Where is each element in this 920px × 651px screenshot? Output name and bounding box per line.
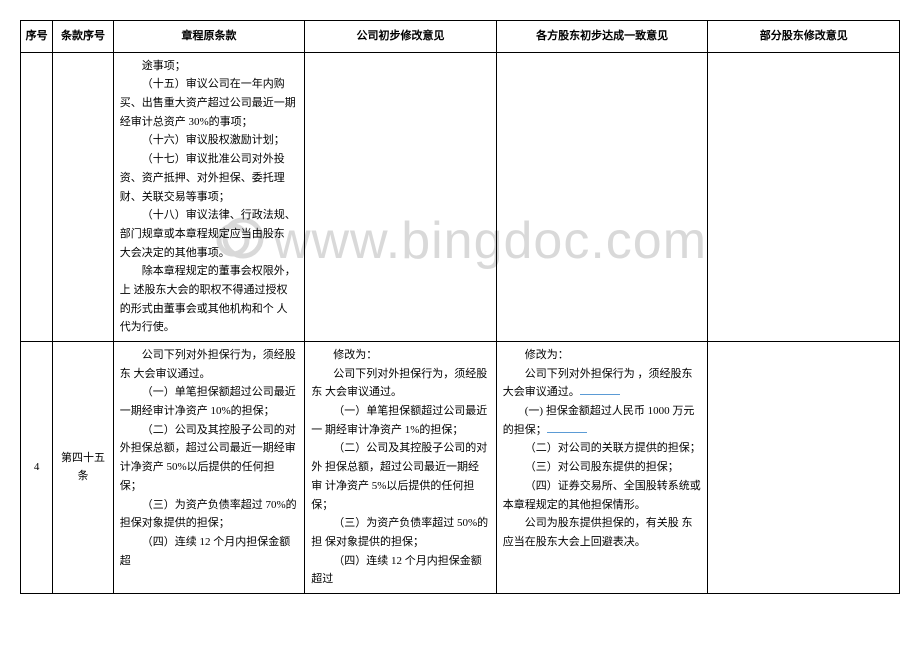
- header-company: 公司初步修改意见: [305, 21, 497, 53]
- cell-company: 修改为：公司下列对外担保行为，须经股东 大会审议通过。（一）单笔担保额超过公司最…: [305, 342, 497, 594]
- header-partial: 部分股东修改意见: [708, 21, 900, 53]
- table-header-row: 序号 条款序号 章程原条款 公司初步修改意见 各方股东初步达成一致意见 部分股东…: [21, 21, 900, 53]
- underline-gap: [547, 422, 587, 433]
- cell-article: [53, 52, 113, 341]
- cell-company: [305, 52, 497, 341]
- header-original: 章程原条款: [113, 21, 305, 53]
- cell-original: 途事项；（十五）审议公司在一年内购买、出售重大资产超过公司最近一期 经审计总资产…: [113, 52, 305, 341]
- cell-seq: [21, 52, 53, 341]
- cell-shareholders: 修改为：公司下列对外担保行为 ，须经股东大会审议通过。(一) 担保金额超过人民币…: [496, 342, 708, 594]
- underline-gap: [580, 384, 620, 395]
- header-article: 条款序号: [53, 21, 113, 53]
- cell-shareholders: [496, 52, 708, 341]
- table-row: 途事项；（十五）审议公司在一年内购买、出售重大资产超过公司最近一期 经审计总资产…: [21, 52, 900, 341]
- cell-article: 第四十五条: [53, 342, 113, 594]
- cell-partial: [708, 342, 900, 594]
- header-shareholders: 各方股东初步达成一致意见: [496, 21, 708, 53]
- table-row: 4第四十五条公司下列对外担保行为，须经股东 大会审议通过。（一）单笔担保额超过公…: [21, 342, 900, 594]
- cell-seq: 4: [21, 342, 53, 594]
- cell-original: 公司下列对外担保行为，须经股东 大会审议通过。（一）单笔担保额超过公司最近一期经…: [113, 342, 305, 594]
- articles-table: 序号 条款序号 章程原条款 公司初步修改意见 各方股东初步达成一致意见 部分股东…: [20, 20, 900, 594]
- header-seq: 序号: [21, 21, 53, 53]
- cell-partial: [708, 52, 900, 341]
